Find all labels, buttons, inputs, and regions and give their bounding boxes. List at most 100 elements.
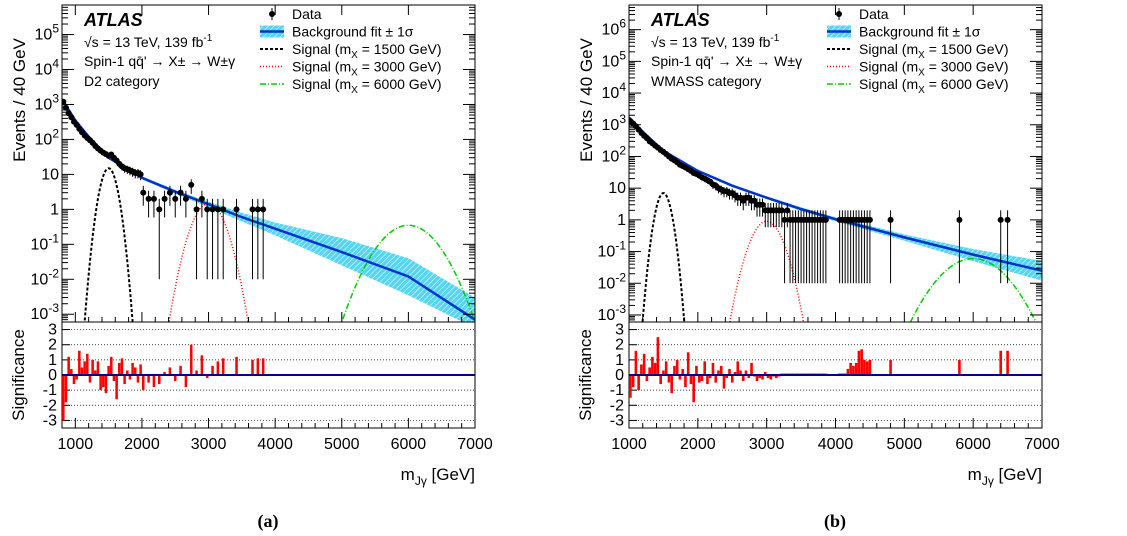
significance-bar (1006, 350, 1009, 375)
data-point (172, 195, 179, 202)
legend-sig3000-label: Signal (mX = 3000 GeV) (292, 59, 441, 79)
data-point (997, 216, 1004, 223)
x-tick-label: 1000 (58, 436, 94, 453)
data-point (137, 171, 144, 178)
legend-text: Signal (m (859, 41, 918, 57)
significance-bar (695, 365, 698, 375)
significance-bar (115, 375, 118, 400)
legend-sig1500-label: Signal (mX = 1500 GeV) (292, 41, 441, 61)
sig-tick-label: 3 (615, 322, 624, 339)
process-label: Spin-1 qq̄' → X± → W±γ (651, 53, 802, 69)
legend-data-marker (269, 11, 275, 17)
significance-bar (725, 375, 729, 379)
legend-data-label: Data (292, 6, 322, 22)
y-tick-base: 10 (31, 306, 49, 323)
category-label: D2 category (84, 73, 159, 89)
significance-bar (662, 370, 665, 375)
significance-bar (86, 353, 89, 375)
x-tick-label: 5000 (324, 436, 360, 453)
y-tick-base: 10 (602, 85, 620, 102)
y-tick-label: 10 (41, 166, 59, 183)
y-tick-exponent: 3 (619, 112, 626, 126)
y-tick-exponent: 2 (52, 126, 59, 140)
signal-sig1500-curve (641, 192, 686, 322)
y-tick-base: 10 (602, 22, 620, 39)
significance-bar (700, 375, 704, 382)
legend-text: Background fit ± 1σ (859, 24, 981, 40)
significance-bar (126, 370, 129, 375)
data-point (177, 189, 184, 196)
atlas-label: ATLAS (83, 10, 143, 30)
significance-bar (139, 364, 142, 375)
main-plot-area (629, 116, 1042, 322)
y-tick-exponent: 4 (619, 80, 626, 94)
legend-sig3000-label: Signal (mX = 3000 GeV) (859, 59, 1008, 79)
significance-bar (88, 375, 92, 383)
significance-bar (697, 375, 701, 383)
y-tick-exponent: 5 (619, 48, 626, 62)
energy-text: √s = 13 TeV, 139 fb (84, 34, 204, 50)
significance-bar (708, 375, 712, 379)
significance-bar (67, 356, 70, 375)
significance-bar (730, 375, 734, 383)
significance-bar (75, 375, 78, 380)
significance-bar (758, 375, 762, 379)
x-tick-label: 3000 (749, 436, 785, 453)
y-tick-label: 106 (602, 17, 627, 39)
significance-bar (651, 356, 654, 375)
data-point (260, 206, 267, 213)
data-point (188, 181, 195, 188)
legend-text: Background fit ± 1σ (292, 24, 414, 40)
significance-bar (741, 375, 745, 382)
legend-subscript: X (351, 68, 358, 79)
data-point (254, 206, 261, 213)
data-point (193, 206, 200, 213)
data-point (759, 201, 766, 208)
y-tick-base: 10 (598, 244, 616, 261)
y-axis-label: Events / 40 GeV (10, 37, 29, 161)
data-point (62, 98, 67, 105)
significance-bar (673, 365, 676, 375)
x-tick-label: 5000 (887, 436, 923, 453)
significance-bar (747, 375, 751, 379)
significance-bar (261, 358, 265, 375)
process-label: Spin-1 qq̄' → X± → W±γ (84, 53, 235, 69)
significance-bar (689, 375, 693, 385)
signal-sig1500-curve (83, 167, 134, 322)
y-tick-base: 10 (602, 148, 620, 165)
significance-bar (80, 367, 84, 375)
x-tick-label: 6000 (955, 436, 991, 453)
significance-bar (733, 371, 737, 375)
legend-subscript: X (351, 85, 358, 96)
significance-bar (860, 349, 863, 375)
significance-bar (631, 375, 635, 388)
significance-bar (78, 350, 81, 375)
significance-bar (648, 367, 651, 375)
significance-bar (184, 375, 188, 388)
sig-tick-label: -2 (43, 397, 57, 414)
significance-bar (703, 361, 707, 375)
y-tick-exponent: 2 (619, 143, 626, 157)
significance-bar (94, 370, 97, 375)
significance-bar (857, 350, 861, 375)
significance-bar (711, 362, 715, 375)
significance-bar (110, 356, 113, 375)
atlas-label: ATLAS (650, 10, 710, 30)
sig-tick-label: -3 (610, 412, 624, 429)
x-label-main: m (968, 465, 982, 484)
legend-text: Data (292, 6, 322, 22)
x-tick-label: 1000 (611, 436, 647, 453)
y-tick-base: 10 (598, 307, 616, 324)
y-tick-label: 1 (50, 201, 59, 218)
y-tick-base: 10 (35, 96, 53, 113)
significance-bar (163, 371, 166, 375)
sig-tick-label: -3 (43, 412, 57, 429)
significance-bar (104, 375, 108, 394)
significance-bar (728, 368, 731, 375)
significance-bar (189, 344, 193, 375)
background-fit-line (629, 116, 1042, 272)
significance-bar (958, 359, 961, 375)
y-tick-exponent: -1 (48, 231, 59, 245)
data-point (68, 114, 75, 121)
y-tick-label: 10 (608, 180, 626, 197)
